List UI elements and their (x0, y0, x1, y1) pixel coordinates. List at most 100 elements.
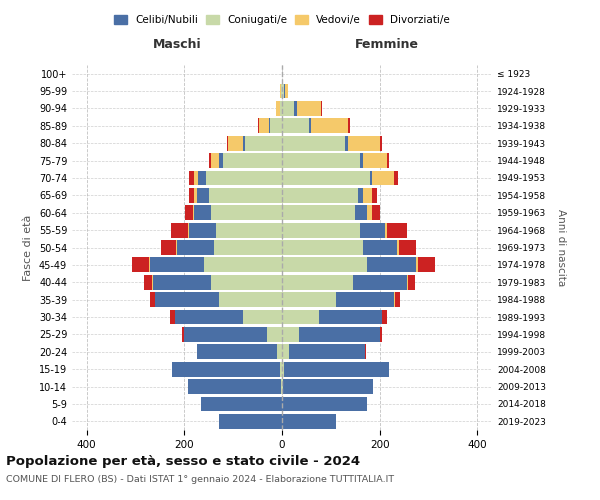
Text: Popolazione per età, sesso e stato civile - 2024: Popolazione per età, sesso e stato civil… (6, 455, 360, 468)
Bar (370, 170, 373, 186)
Bar (282, 170, 370, 186)
Bar (280, 101, 282, 116)
Bar (360, 153, 362, 168)
Bar (218, 414, 282, 428)
Bar (228, 136, 243, 150)
Bar (282, 153, 360, 168)
Bar (282, 206, 355, 220)
Bar (360, 222, 385, 238)
Bar (362, 188, 373, 202)
Bar (176, 240, 177, 255)
Text: Maschi: Maschi (152, 38, 202, 51)
Bar (189, 170, 194, 186)
Bar (204, 258, 282, 272)
Bar (282, 362, 284, 376)
Bar (362, 240, 397, 255)
Bar (216, 222, 282, 238)
Bar (282, 379, 283, 394)
Y-axis label: Anni di nascita: Anni di nascita (556, 209, 566, 286)
Bar (395, 292, 400, 307)
Bar (282, 292, 336, 307)
Bar (397, 240, 399, 255)
Bar (202, 396, 282, 411)
Bar (270, 118, 282, 133)
Bar (218, 292, 282, 307)
Bar (311, 118, 348, 133)
Legend: Celibi/Nubili, Coniugati/e, Vedovi/e, Divorziati/e: Celibi/Nubili, Coniugati/e, Vedovi/e, Di… (111, 12, 453, 28)
Bar (194, 188, 197, 202)
Bar (387, 153, 389, 168)
Bar (348, 118, 350, 133)
Bar (185, 206, 193, 220)
Bar (132, 258, 149, 272)
Bar (282, 84, 284, 98)
Bar (211, 275, 282, 289)
Bar (382, 310, 387, 324)
Bar (284, 84, 286, 98)
Bar (189, 222, 216, 238)
Bar (257, 118, 259, 133)
Bar (321, 101, 322, 116)
Bar (319, 310, 382, 324)
Bar (380, 327, 382, 342)
Bar (284, 362, 389, 376)
Bar (355, 206, 367, 220)
Bar (282, 222, 360, 238)
Bar (282, 258, 367, 272)
Bar (194, 170, 197, 186)
Bar (275, 101, 280, 116)
Bar (416, 258, 418, 272)
Bar (282, 344, 289, 359)
Bar (399, 240, 416, 255)
Bar (373, 188, 377, 202)
Bar (227, 136, 228, 150)
Bar (170, 310, 175, 324)
Bar (152, 275, 211, 289)
Bar (245, 136, 282, 150)
Bar (380, 136, 382, 150)
Bar (214, 240, 282, 255)
Bar (281, 379, 282, 394)
Bar (211, 153, 218, 168)
Bar (282, 188, 358, 202)
Bar (367, 206, 373, 220)
Bar (387, 222, 407, 238)
Bar (197, 170, 206, 186)
Bar (367, 258, 416, 272)
Bar (161, 240, 176, 255)
Bar (280, 362, 282, 376)
Bar (194, 206, 211, 220)
Bar (189, 188, 194, 202)
Bar (294, 101, 296, 116)
Bar (268, 327, 282, 342)
Bar (209, 153, 211, 168)
Text: Femmine: Femmine (355, 38, 419, 51)
Bar (277, 344, 282, 359)
Bar (336, 292, 394, 307)
Bar (144, 275, 152, 289)
Bar (280, 84, 281, 98)
Bar (175, 310, 243, 324)
Bar (418, 258, 435, 272)
Bar (283, 379, 373, 394)
Bar (353, 275, 407, 289)
Bar (407, 275, 415, 289)
Bar (373, 206, 380, 220)
Bar (243, 310, 282, 324)
Bar (282, 327, 299, 342)
Bar (299, 327, 380, 342)
Bar (282, 414, 336, 428)
Bar (373, 170, 394, 186)
Bar (211, 206, 282, 220)
Bar (346, 136, 348, 150)
Bar (170, 222, 188, 238)
Bar (188, 222, 189, 238)
Bar (296, 101, 321, 116)
Bar (150, 258, 204, 272)
Bar (309, 118, 311, 133)
Bar (182, 327, 184, 342)
Text: COMUNE DI FLERO (BS) - Dati ISTAT 1° gennaio 2024 - Elaborazione TUTTITALIA.IT: COMUNE DI FLERO (BS) - Dati ISTAT 1° gen… (6, 475, 394, 484)
Bar (282, 275, 353, 289)
Bar (394, 292, 395, 307)
Bar (172, 362, 280, 376)
